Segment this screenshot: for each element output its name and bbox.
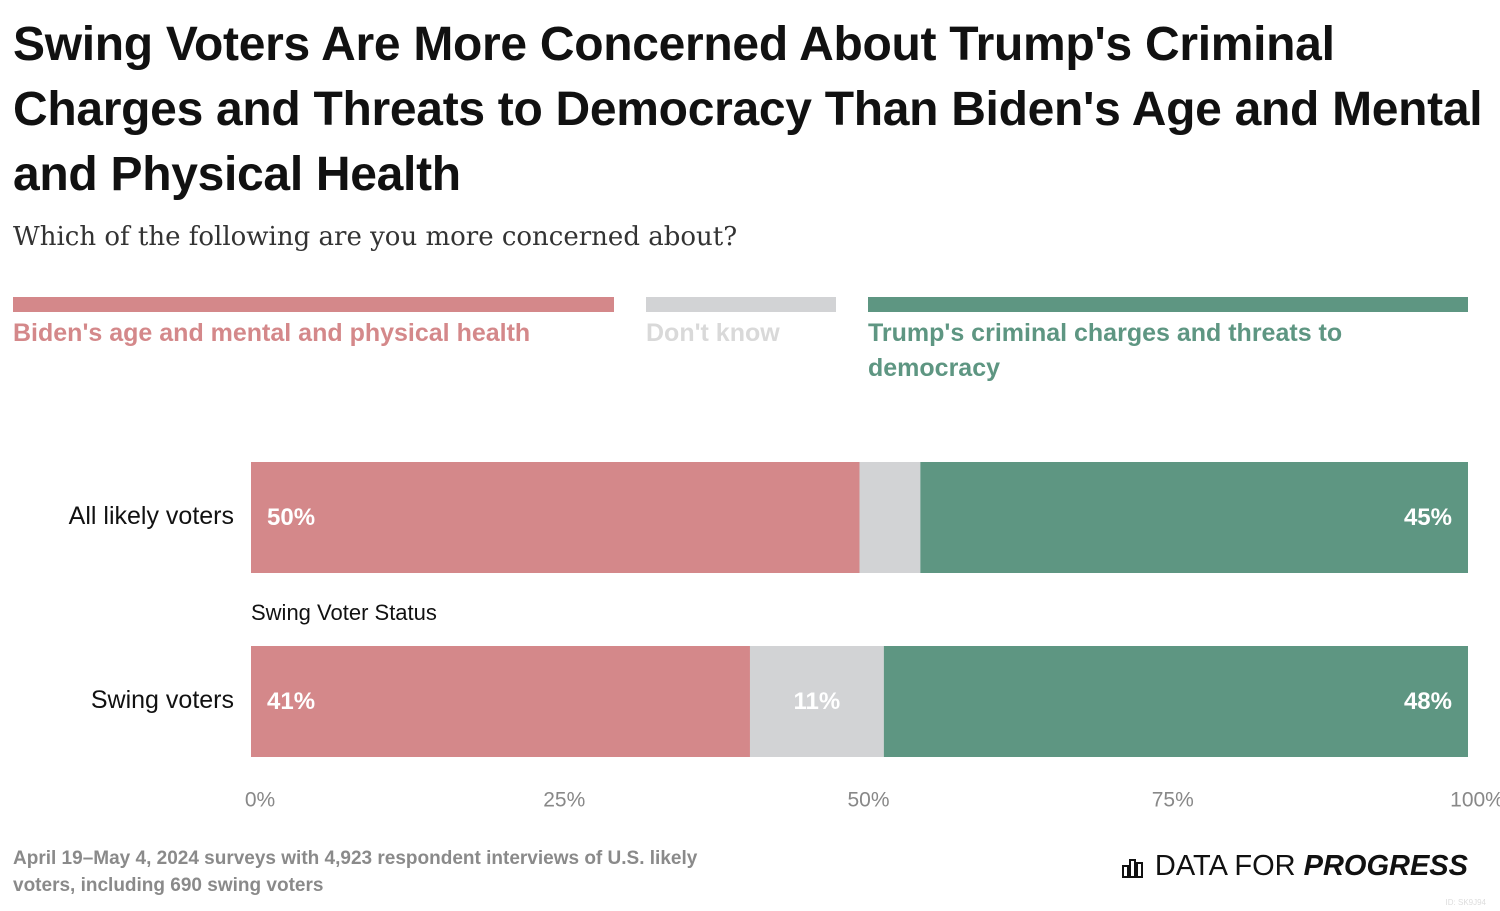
source-note: April 19–May 4, 2024 surveys with 4,923 … — [13, 848, 698, 896]
bar-segment — [920, 462, 1468, 573]
legend-item: Trump's criminal charges and threats to … — [868, 297, 1468, 386]
legend-swatch — [13, 297, 614, 312]
value-label: 11% — [794, 688, 841, 715]
value-label: 41% — [267, 688, 315, 715]
bar-segment — [749, 646, 884, 757]
logo-icon — [1121, 858, 1143, 878]
value-label: 45% — [1404, 504, 1452, 531]
x-tick-label: 50% — [847, 789, 889, 812]
bar-segment — [883, 646, 1468, 757]
chart-subtitle: Which of the following are you more conc… — [13, 222, 738, 252]
legend-label: Biden's age and mental and physical heal… — [13, 319, 531, 347]
x-tick-label: 25% — [543, 789, 585, 812]
chart-title: Swing Voters Are More Concerned About Tr… — [13, 18, 1483, 201]
bar-segment — [251, 646, 750, 757]
logo: DATA FOR PROGRESS — [1121, 850, 1468, 883]
legend-label: Don't know — [646, 319, 780, 347]
legend-item: Biden's age and mental and physical heal… — [13, 297, 614, 351]
logo-prefix: DATA FOR — [1154, 850, 1296, 882]
legend-label: Trump's criminal charges and threats to … — [868, 319, 1343, 382]
x-tick-label: 0% — [245, 789, 275, 812]
chart-id: ID: SK9J94 — [1445, 898, 1486, 907]
category-label: Swing voters — [91, 686, 234, 714]
group-label: Swing Voter Status — [251, 600, 437, 625]
bar-segment — [859, 462, 921, 573]
value-label: 48% — [1404, 688, 1452, 715]
legend-swatch — [868, 297, 1468, 312]
category-label: All likely voters — [69, 502, 234, 530]
x-tick-label: 100% — [1450, 789, 1500, 812]
x-tick-label: 75% — [1152, 789, 1194, 812]
legend-item: Don't know — [646, 297, 836, 351]
value-label: 50% — [267, 504, 315, 531]
legend-swatch — [646, 297, 836, 312]
logo-emphasis: PROGRESS — [1303, 850, 1468, 882]
bar-segment — [251, 462, 860, 573]
